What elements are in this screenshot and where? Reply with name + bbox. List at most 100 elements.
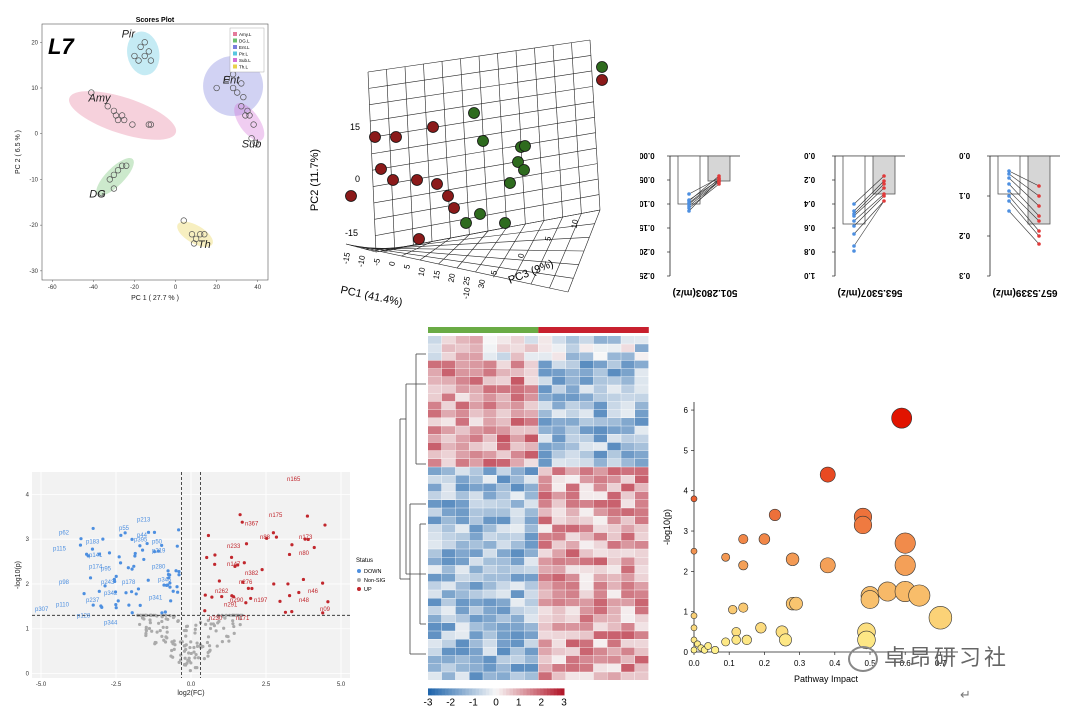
up-point bbox=[274, 535, 279, 539]
heatmap-cell bbox=[469, 647, 483, 656]
y-tick-label: 0.20 bbox=[640, 247, 655, 256]
nonsig-point bbox=[177, 660, 181, 664]
heatmap-cell bbox=[566, 573, 580, 582]
heatmap-cell bbox=[593, 516, 607, 525]
heatmap-cell bbox=[621, 467, 635, 475]
heatmap-cell bbox=[621, 434, 635, 443]
heatmap-cell bbox=[621, 664, 635, 672]
red-point bbox=[882, 179, 886, 183]
score-point-th bbox=[180, 217, 187, 224]
x-tick-label: 0.7 bbox=[935, 659, 947, 668]
colorbar-segment bbox=[462, 688, 466, 696]
colorbar-tick-label: 3 bbox=[561, 697, 567, 706]
nonsig-point bbox=[165, 630, 169, 634]
down-gene-label: p44 bbox=[137, 533, 148, 539]
heatmap-cell bbox=[538, 623, 552, 631]
heatmap-cell bbox=[428, 532, 442, 541]
down-point bbox=[113, 590, 118, 594]
heatmap-cell bbox=[566, 352, 580, 361]
colorbar-tick-label: 2 bbox=[539, 697, 545, 706]
score-point-red bbox=[442, 190, 454, 202]
heatmap-cell bbox=[579, 393, 594, 402]
heatmap-cell bbox=[538, 336, 552, 344]
nonsig-point bbox=[208, 626, 213, 631]
up-point bbox=[290, 543, 294, 547]
score-point-red bbox=[431, 178, 443, 190]
heatmap-cell bbox=[579, 664, 594, 672]
heatmap-cell bbox=[593, 459, 607, 467]
score-point-ent bbox=[234, 89, 241, 96]
heatmap-cell bbox=[579, 672, 594, 680]
x-tick-label: 0.4 bbox=[829, 659, 841, 668]
heatmap-cell bbox=[469, 450, 483, 459]
pathway-bubble bbox=[731, 627, 741, 637]
up-point bbox=[321, 611, 325, 615]
heatmap-cell bbox=[579, 532, 594, 541]
heatmap-cell bbox=[524, 631, 538, 639]
bar-group-3: 0.0 0.1 0.2 0.3 657.5339(m/z) bbox=[958, 151, 1060, 298]
heatmap-cell bbox=[607, 623, 621, 631]
heatmap-cell bbox=[635, 459, 649, 467]
heatmap-cell bbox=[483, 623, 497, 631]
heatmap-cell bbox=[593, 606, 607, 615]
heatmap-cell bbox=[538, 491, 552, 500]
heatmap-cell bbox=[607, 459, 621, 467]
nonsig-point bbox=[164, 617, 168, 621]
nonsig-point bbox=[209, 622, 213, 626]
nonsig-point bbox=[206, 654, 210, 658]
colorbar-segment bbox=[543, 688, 548, 696]
back-wall-gridline bbox=[373, 147, 597, 187]
heatmap-cell bbox=[593, 672, 607, 680]
heatmap-cell bbox=[552, 573, 566, 582]
heatmap-cell bbox=[552, 606, 566, 615]
heatmap-cell bbox=[593, 664, 607, 672]
volcano-chart: -5.0 -2.5 0.0 2.5 5.0 0 1 2 3 4 log2(FC) -log10(p) n… bbox=[15, 472, 385, 697]
heatmap-cell bbox=[566, 590, 580, 598]
heatmap-cell bbox=[497, 483, 511, 492]
heatmap-cell bbox=[552, 393, 566, 402]
heatmap-cell bbox=[524, 672, 538, 680]
paired-bars-panel: 0.00 0.05 0.10 0.15 0.20 0.25 501.2803(m/z) 0.0… bbox=[640, 140, 1070, 320]
heatmap-cell bbox=[455, 532, 469, 541]
heatmap-cell bbox=[497, 524, 511, 533]
back-wall-gridline bbox=[372, 132, 596, 171]
colorbar-segment bbox=[530, 688, 534, 696]
down-point bbox=[145, 541, 149, 546]
blue-point bbox=[687, 206, 691, 210]
pair-line bbox=[688, 179, 720, 212]
heatmap-cell bbox=[552, 377, 566, 385]
score-point-ent bbox=[229, 84, 237, 92]
heatmap-cell bbox=[524, 614, 538, 623]
nonsig-point bbox=[171, 642, 175, 646]
heatmap-cell bbox=[524, 401, 538, 410]
legend-entry: UP bbox=[364, 587, 372, 593]
heatmap-cell bbox=[483, 582, 497, 590]
heatmap-cell bbox=[635, 541, 649, 549]
heatmap-cell bbox=[524, 450, 538, 459]
nonsig-point bbox=[196, 656, 201, 660]
heatmap-cell bbox=[510, 450, 525, 459]
heatmap-cell bbox=[524, 434, 538, 443]
heatmap-cell bbox=[497, 639, 511, 648]
z-tick-label: 5 bbox=[543, 235, 553, 241]
heatmap-cell bbox=[497, 401, 511, 410]
nonsig-point bbox=[206, 650, 210, 655]
down-point bbox=[130, 567, 134, 571]
heatmap-cell bbox=[552, 590, 566, 598]
nonsig-point bbox=[212, 624, 217, 628]
heatmap-cell bbox=[428, 639, 442, 648]
back-wall-gridline bbox=[375, 194, 600, 236]
up-gene-label: n88 bbox=[260, 535, 271, 541]
up-point bbox=[244, 601, 248, 605]
nonsig-point bbox=[176, 619, 180, 623]
y-tick-label: 1.0 bbox=[803, 271, 815, 280]
heatmap-cell bbox=[455, 582, 469, 590]
heatmap-cell bbox=[510, 590, 525, 598]
heatmap-cell bbox=[621, 655, 635, 664]
score-point-red bbox=[427, 121, 439, 133]
heatmap-cell bbox=[483, 639, 497, 648]
heatmap-cell bbox=[524, 442, 538, 451]
down-gene-label: p50 bbox=[152, 540, 163, 546]
pathway-bubble bbox=[755, 622, 767, 634]
heatmap-cell bbox=[607, 352, 621, 361]
